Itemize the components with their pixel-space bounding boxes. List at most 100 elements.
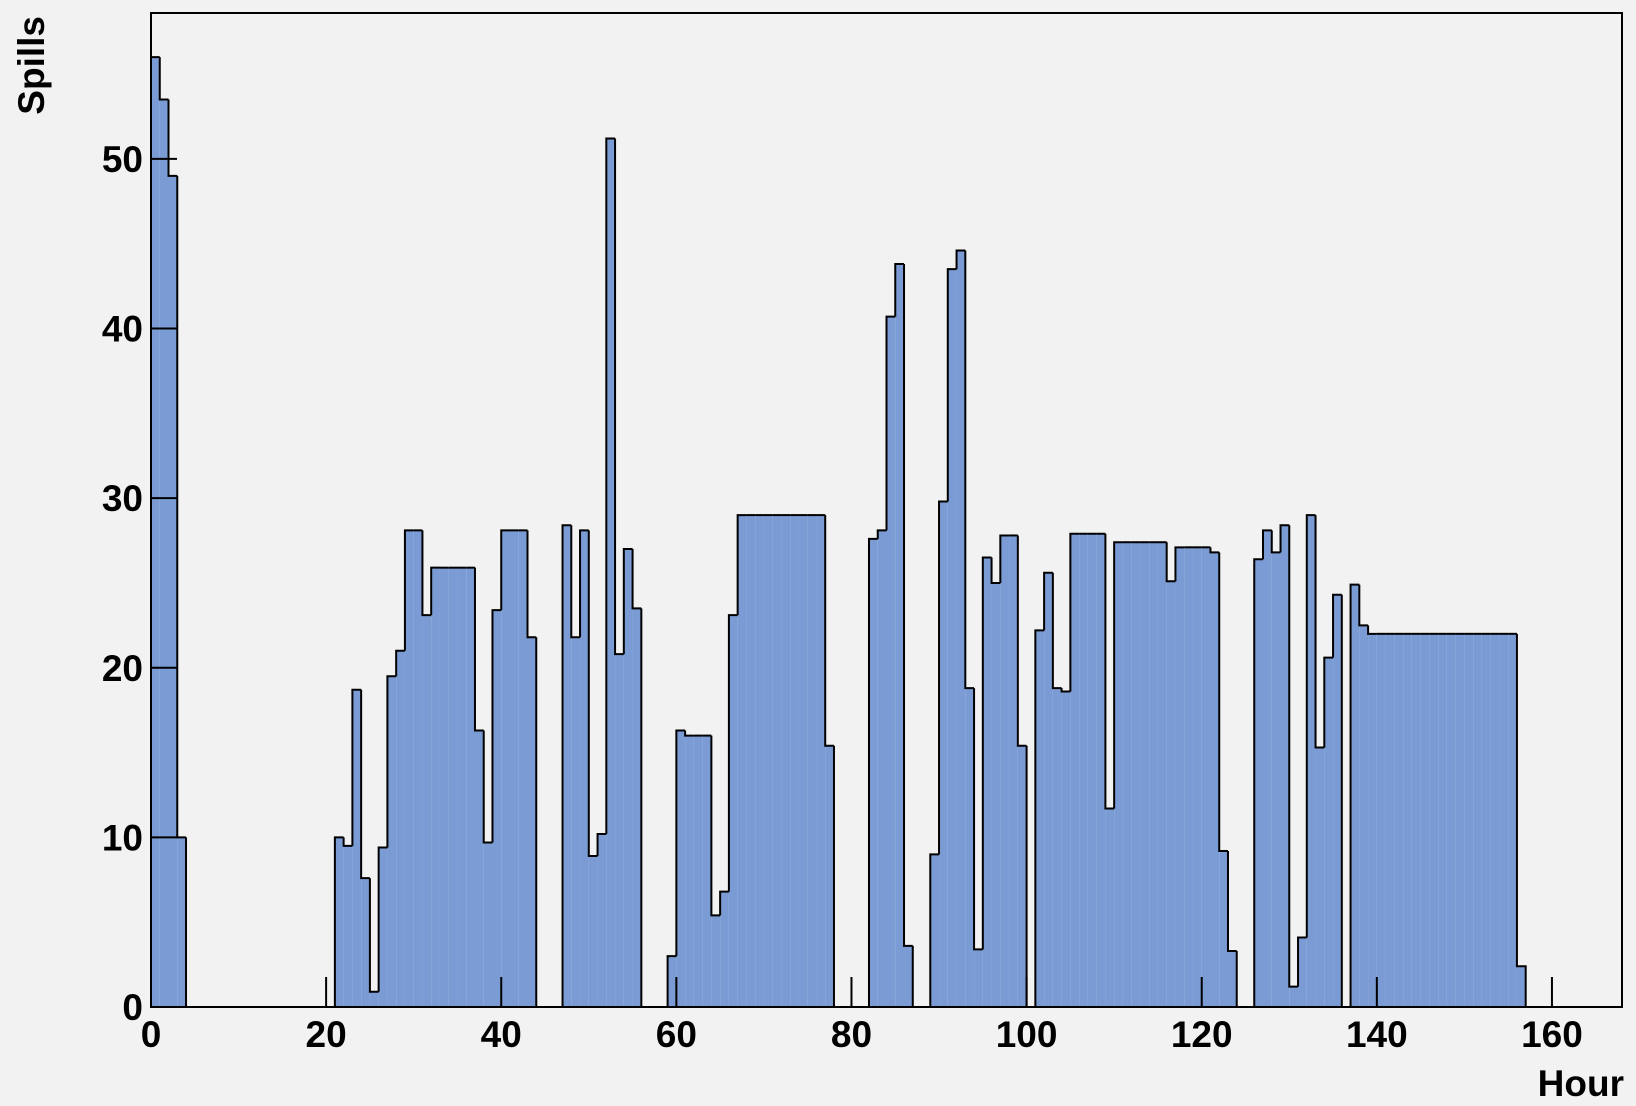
bin-outline [990,557,1001,584]
bin-outline [885,315,896,531]
bin-outline [185,837,195,1008]
bar [895,264,905,1007]
bin-outline [675,729,686,957]
bar [1271,552,1281,1007]
bar [1368,633,1377,1007]
bin-outline [1297,936,1307,987]
bin-outline [176,175,187,839]
bin-outline [473,567,484,732]
bin-outline [421,530,432,617]
bar [1096,533,1106,1007]
bar [755,515,764,1007]
bin-outline [1332,593,1342,658]
bar [693,735,703,1007]
bar [965,688,975,1007]
bar [492,610,502,1007]
bin-outline [1104,533,1115,810]
bar [588,856,598,1007]
bar [1263,530,1272,1007]
bar [422,615,432,1007]
bar [1140,542,1150,1007]
bin-outline [614,138,624,656]
bin-outline [526,530,537,639]
bar [1210,552,1220,1007]
bar [1149,542,1158,1007]
bar [1429,633,1439,1007]
x-axis-title: Hour [1538,1063,1624,1104]
bin-outline [911,945,922,1008]
bin-outline [666,955,677,1007]
bar [746,515,756,1007]
bar [404,530,414,1007]
bar [1499,633,1509,1007]
bar [728,615,738,1007]
bar [1490,633,1500,1007]
bar [676,730,686,1007]
bar [1254,559,1264,1007]
bar [1201,547,1211,1007]
bar [763,515,773,1007]
bar [369,991,379,1007]
bar [904,945,913,1007]
bar [352,689,362,1007]
y-tick-label: 40 [102,309,143,350]
bar [1315,747,1325,1007]
bar [1376,633,1386,1007]
bin-outline [1069,532,1080,692]
bar [1192,547,1202,1007]
bar [413,530,423,1007]
bar [159,99,169,1007]
bin-outline [867,537,878,1007]
bin-outline [1305,514,1316,938]
bar [1385,633,1395,1007]
bin-outline [535,637,546,1008]
bin-outline [955,249,966,270]
bar [781,515,791,1007]
bar [991,582,1001,1007]
bin-outline [1218,552,1228,852]
x-tick-label: 0 [141,1014,162,1055]
bar [1306,515,1316,1007]
bar [1333,594,1342,1007]
bin-outline [938,500,948,855]
bin-outline [1367,625,1377,635]
bar [1438,633,1447,1007]
bar [1122,542,1132,1007]
bin-outline [395,649,405,677]
bar [816,515,826,1007]
bar [1455,633,1465,1007]
bar [1359,625,1369,1007]
bin-outline [1253,558,1264,1007]
bar [509,530,519,1007]
bar [597,833,607,1007]
bar [1219,850,1228,1007]
bar [343,845,353,1007]
bar [1184,547,1193,1007]
bar [1157,542,1167,1007]
bin-outline [342,837,353,847]
bar [1403,633,1412,1007]
x-tick-label: 160 [1521,1014,1583,1055]
bar [632,608,642,1007]
bin-outline [640,608,651,1008]
bin-outline [1349,583,1360,1007]
bin-outline [430,566,440,616]
x-tick-label: 80 [831,1014,872,1055]
bin-outline [1043,571,1053,631]
bar [1017,745,1027,1007]
bin-outline [596,832,607,857]
bar [1131,542,1141,1007]
bin-outline [1288,525,1299,988]
bar [956,250,966,1008]
bar [1508,633,1517,1007]
bin-outline [570,525,581,639]
bar [772,515,782,1007]
x-tick-label: 100 [996,1014,1058,1055]
x-tick-label: 120 [1171,1014,1233,1055]
bar [1289,986,1299,1007]
bar [580,530,589,1007]
bar [431,567,440,1007]
bar [615,654,624,1007]
bar [1105,808,1115,1007]
